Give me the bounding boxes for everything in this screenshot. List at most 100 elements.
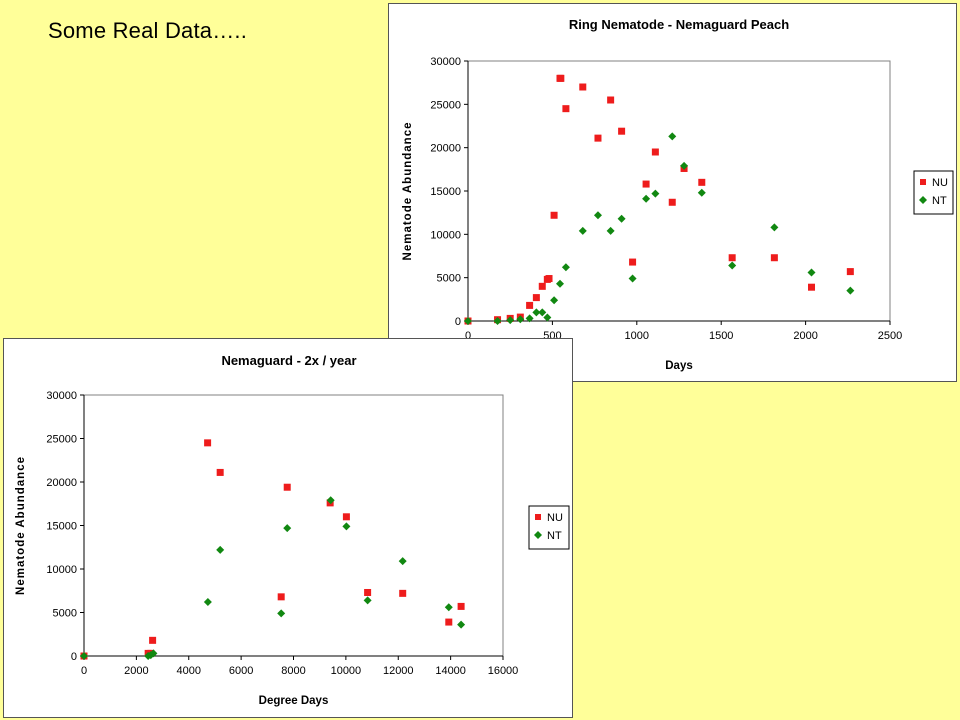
slide-title: Some Real Data…..	[48, 18, 248, 43]
data-point-nt	[628, 274, 637, 283]
data-point-nt	[807, 268, 816, 277]
y-tick-label: 30000	[46, 390, 77, 402]
data-point-nt	[149, 649, 158, 658]
y-tick-label: 30000	[430, 56, 461, 68]
y-tick-label: 25000	[46, 434, 77, 446]
data-point-nu	[526, 301, 534, 309]
legend-marker-nu	[535, 514, 541, 520]
data-point-nt	[728, 261, 737, 270]
data-point-nu	[149, 636, 157, 644]
chart-title: Nemaguard - 2x / year	[221, 353, 356, 368]
x-tick-label: 14000	[435, 665, 466, 677]
data-point-nu	[342, 513, 350, 521]
data-point-nt	[770, 223, 779, 232]
y-tick-label: 10000	[46, 564, 77, 576]
data-point-nu	[651, 148, 659, 156]
data-point-nt	[543, 313, 552, 322]
y-axis-label: Nematode Abundance	[402, 122, 414, 261]
data-point-nt	[651, 189, 660, 198]
data-point-nu	[579, 83, 587, 91]
data-point-nt	[277, 609, 286, 618]
x-tick-label: 10000	[331, 665, 362, 677]
data-point-nu	[642, 180, 650, 188]
y-tick-label: 0	[455, 316, 461, 328]
data-point-nu	[457, 602, 465, 610]
x-tick-label: 16000	[488, 665, 519, 677]
data-point-nt	[697, 188, 706, 197]
chart-title: Ring Nematode - Nemaguard Peach	[569, 17, 789, 32]
nemaguard-2x-chart: Nemaguard - 2x / year 0 5000 10000 15000 2000…	[3, 338, 573, 718]
plot-area	[467, 60, 891, 322]
x-axis-label: Degree Days	[259, 695, 329, 707]
legend-label-nu: NU	[932, 177, 948, 189]
y-axis-label: Nematode Abundance	[15, 456, 27, 595]
data-point-nu	[618, 127, 626, 135]
data-point-nt	[617, 214, 626, 223]
data-point-nt	[555, 279, 564, 288]
data-point-nt	[493, 317, 502, 325]
data-point-nu	[545, 275, 553, 283]
data-point-nt	[606, 226, 615, 235]
x-tick-label: 12000	[383, 665, 414, 677]
x-tick-label: 1000	[625, 330, 649, 342]
data-point-nu	[594, 134, 602, 142]
y-tick-label: 15000	[430, 186, 461, 198]
data-point-nu	[846, 268, 854, 276]
plot-area	[83, 394, 504, 657]
legend-box	[913, 170, 954, 215]
data-point-nt	[457, 620, 466, 629]
data-point-nu	[538, 282, 546, 290]
x-tick-label: 2000	[124, 665, 148, 677]
data-point-nt	[593, 211, 602, 220]
data-point-nt	[561, 263, 570, 272]
y-tick-label: 10000	[430, 229, 461, 241]
data-point-nu	[204, 439, 212, 447]
x-tick-label: 2500	[878, 330, 902, 342]
data-point-nt	[216, 545, 225, 554]
data-point-nt	[444, 603, 453, 612]
data-point-nu	[557, 74, 565, 82]
data-point-nu	[532, 294, 540, 302]
legend-label-nt: NT	[547, 530, 562, 542]
data-point-nu	[364, 588, 372, 596]
legend-box	[528, 505, 570, 550]
data-point-nt	[525, 314, 534, 323]
x-tick-label: 8000	[281, 665, 305, 677]
x-tick-label: 6000	[229, 665, 253, 677]
data-point-nu	[629, 258, 637, 266]
data-point-nu	[216, 468, 224, 476]
data-point-nt	[203, 598, 212, 607]
y-tick-label: 20000	[46, 477, 77, 489]
y-tick-label: 0	[71, 651, 77, 663]
legend-marker-nu	[920, 179, 926, 185]
data-point-nt	[516, 315, 525, 324]
data-point-nt	[326, 496, 335, 505]
data-point-nt	[668, 132, 677, 141]
y-tick-label: 5000	[53, 608, 77, 620]
y-tick-label: 15000	[46, 521, 77, 533]
data-point-nt	[846, 286, 855, 295]
data-point-nu	[607, 96, 615, 104]
data-point-nu	[283, 483, 291, 491]
data-point-nt	[80, 652, 88, 660]
data-point-nt	[363, 596, 372, 605]
ring-nematode-chart-svg: Ring Nematode - Nemaguard Peach 0 5000 1000…	[402, 17, 954, 372]
data-point-nt	[680, 161, 689, 170]
x-tick-label: 0	[81, 665, 87, 677]
data-point-nu	[668, 198, 676, 206]
data-point-nt	[550, 296, 559, 305]
data-point-nu	[277, 593, 285, 601]
ring-nematode-chart: Ring Nematode - Nemaguard Peach 0 5000 1000…	[388, 3, 957, 382]
data-point-nu	[445, 618, 453, 626]
y-tick-label: 20000	[430, 143, 461, 155]
data-point-nu	[698, 178, 706, 186]
data-point-nt	[578, 226, 587, 235]
data-point-nt	[342, 522, 351, 531]
nemaguard-2x-chart-svg: Nemaguard - 2x / year 0 5000 10000 15000 2000…	[15, 353, 570, 707]
x-tick-label: 1500	[709, 330, 733, 342]
legend-label-nu: NU	[547, 512, 563, 524]
data-point-nt	[506, 316, 515, 325]
data-point-nu	[550, 211, 558, 219]
legend-marker-nt	[534, 531, 542, 539]
x-tick-label: 2000	[793, 330, 817, 342]
